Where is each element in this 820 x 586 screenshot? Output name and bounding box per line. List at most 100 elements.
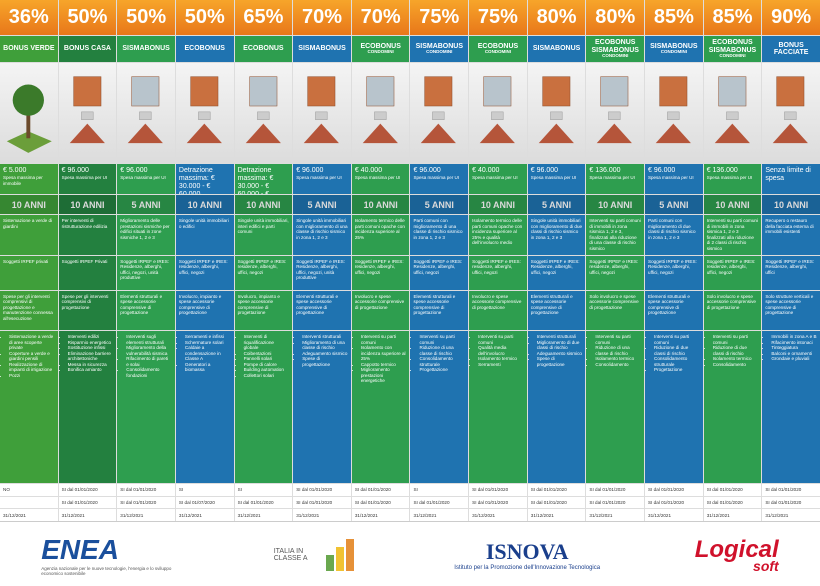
intervention-item: Interventi su parti comuni	[361, 334, 407, 345]
intervention-item: Generatori a biomassa	[185, 362, 231, 373]
icon	[362, 76, 398, 143]
illustration	[469, 62, 527, 164]
years: 10 ANNI	[469, 194, 527, 215]
intervention-item: Eliminazione barriere architettoniche	[68, 351, 114, 362]
interventions: Interventi sugli elementi strutturaliMig…	[117, 331, 175, 483]
bonus-name: ECOBONUS CONDOMINI	[351, 36, 410, 62]
italia-logo: ITALIA IN CLASSE A	[274, 535, 360, 575]
info-row2: SI dal 01/01/2020	[413, 499, 450, 505]
info-row3: 31/12/2021	[296, 512, 320, 518]
amount: Senza limite di spesa	[762, 164, 820, 194]
description: Per interventi di ristrutturazione edili…	[58, 215, 117, 255]
intervention-item: Realizzazione di impianti di irrigazione	[9, 362, 55, 373]
subjects: Soggetti IRPEF privati	[0, 255, 58, 290]
intervention-item: Miglioramento di due classi di rischio	[537, 340, 583, 351]
intervention-list: Interventi sugli elementi strutturaliMig…	[120, 334, 172, 378]
illustration	[0, 62, 58, 164]
panel	[725, 111, 739, 120]
works: Involucro, impianto e spese accessorie c…	[175, 290, 234, 331]
wall	[307, 76, 336, 106]
info-row: SI dal 01/01/2020	[586, 483, 645, 496]
info-row: SI dal 01/01/2020	[117, 496, 175, 509]
bonus-name: SISMABONUS CONDOMINI	[410, 36, 469, 62]
info-row1: SI dal 01/01/2020	[61, 487, 98, 493]
years: 10 ANNI	[234, 194, 293, 215]
amount-value: Detrazione massima: € 30.000 - € 60.000	[178, 167, 215, 193]
illustration	[586, 62, 645, 164]
description: Singole unità immobiliari con migliorame…	[527, 215, 586, 255]
interventions: Interventi strutturaliMiglioramento di u…	[293, 331, 351, 483]
logical-title: Logical	[694, 535, 779, 563]
panel	[667, 111, 680, 120]
interventions: Interventi su parti comuniRiduzione di d…	[703, 331, 762, 483]
wall	[600, 76, 629, 106]
italia-text: ITALIA IN CLASSE A	[273, 547, 308, 562]
intervention-item: Rifacimento intonaci	[771, 340, 817, 346]
bonus-name: SISMABONUS	[293, 36, 351, 62]
bonus-name: ECOBONUS CONDOMINI	[469, 36, 527, 62]
bonus-title: BONUS CASA	[63, 45, 111, 53]
years: 10 ANNI	[0, 194, 58, 215]
years: 10 ANNI	[351, 194, 410, 215]
intervention-item: Sistemazione a verde di aree scoperte pr…	[9, 334, 55, 351]
bonus-name: BONUS VERDE	[0, 36, 58, 62]
bonus-title: SISMABONUS	[298, 45, 346, 53]
panel	[608, 111, 621, 120]
roof	[362, 123, 398, 143]
percent: 85%	[703, 0, 762, 36]
wall	[424, 76, 453, 106]
wall	[248, 76, 277, 106]
wall	[131, 76, 160, 106]
info-row: SI dal 01/01/2020	[293, 496, 351, 509]
illustration	[410, 62, 469, 164]
illustration	[527, 62, 586, 164]
info-row: 31/12/2021	[0, 509, 58, 521]
roof	[597, 123, 633, 143]
info-row1: SI dal 01/01/2020	[648, 487, 685, 493]
amount-value: € 136.000	[589, 167, 621, 175]
works: Elementi strutturali e spese accessorie …	[117, 290, 175, 331]
amount-value: € 96.000	[61, 167, 89, 175]
intervention-item: Riduzione di una classe di rischio	[595, 345, 641, 356]
description: Sistemazione a verde di giardini	[0, 215, 58, 255]
amount: Detrazione massima: € 30.000 - € 60.000	[175, 164, 234, 194]
illustration	[175, 62, 234, 164]
icon	[128, 76, 164, 143]
info-row: SI	[234, 483, 293, 496]
info-row1: NO	[3, 487, 10, 493]
intervention-list: Interventi su parti comuniRiduzione di u…	[589, 334, 641, 367]
intervention-item: Interventi su parti comuni	[478, 334, 524, 345]
icon	[655, 76, 691, 143]
intervention-item: Isolamento termico	[595, 356, 641, 362]
info-row3: 31/12/2021	[706, 512, 730, 518]
info-row: NO	[0, 483, 58, 496]
bonus-title: ECOBONUS	[360, 42, 401, 50]
amount: € 5.000 Spesa massima per immobile	[0, 164, 58, 194]
italia-mark	[325, 538, 354, 571]
intervention-item: Building automation	[244, 367, 290, 373]
info-row1: SI dal 01/01/2020	[296, 487, 333, 493]
works: Involucro e spese accessorie comprensive…	[469, 290, 527, 331]
info-row3: 31/12/2021	[61, 512, 85, 518]
percent: 70%	[351, 0, 410, 36]
illustration	[351, 62, 410, 164]
icon	[597, 76, 633, 143]
bonus-title: SISMABONUS	[532, 45, 581, 53]
years: 10 ANNI	[703, 194, 762, 215]
subjects: Soggetti IRPEF e IRES: Residenze, alberg…	[410, 255, 469, 290]
subjects: Soggetti IRPEF e IRES: residenze, alberg…	[586, 255, 645, 290]
intervention-item: Pompe di calore	[244, 362, 290, 368]
percent: 50%	[175, 0, 234, 36]
amount-value: € 96.000	[120, 167, 148, 175]
subjects: Soggetti IRPEF e IRES: residenze, alberg…	[175, 255, 234, 290]
info-row3: 31/12/2021	[178, 512, 202, 518]
subjects: Soggetti IRPEF e IRES: residenze, alberg…	[469, 255, 527, 290]
panel	[139, 111, 152, 120]
bonus-name: SISMABONUS CONDOMINI	[645, 36, 703, 62]
amount-value: € 40.000	[354, 167, 383, 175]
illustration	[234, 62, 293, 164]
percent: 85%	[645, 0, 703, 36]
intervention-item: Consolidamento strutturale	[419, 356, 465, 367]
bonus-column: 36% BONUS VERDE € 5.000 Spesa massima per i…	[0, 0, 58, 521]
amount-note: Spesa massima per UI	[354, 175, 401, 181]
